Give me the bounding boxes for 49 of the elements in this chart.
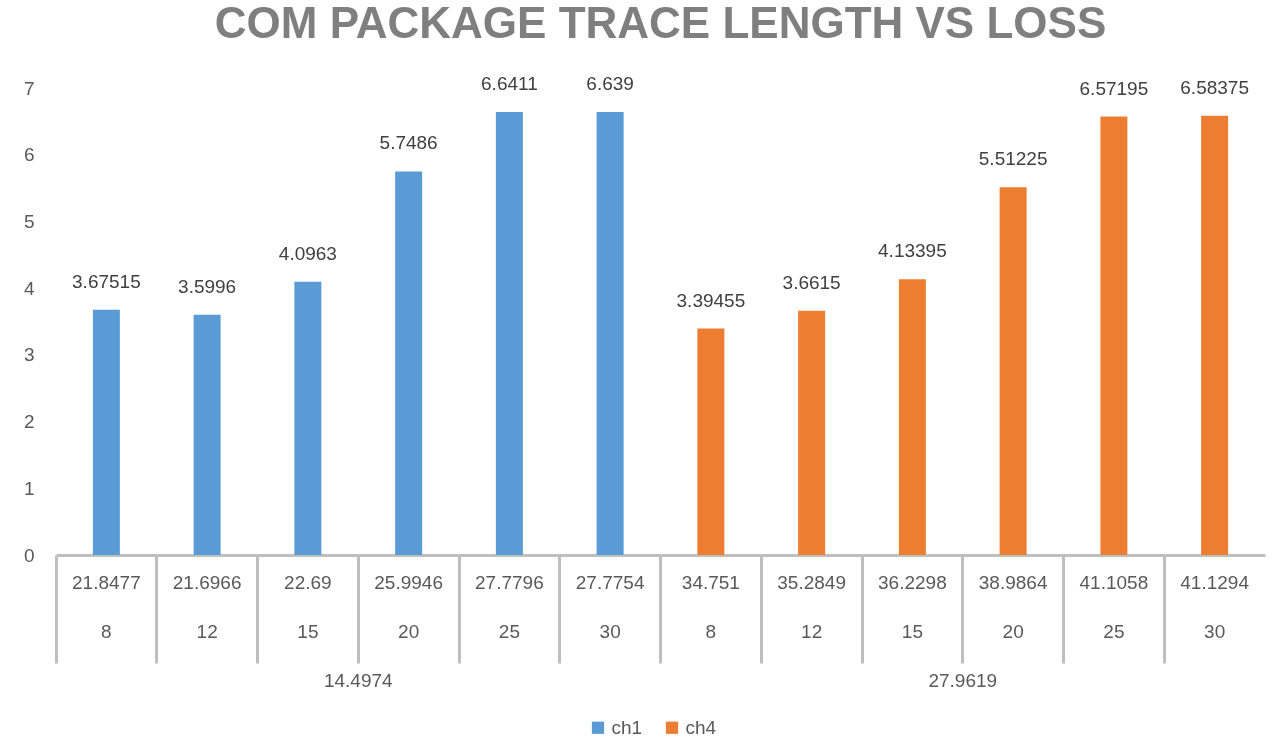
data-label: 4.0963 (278, 242, 337, 264)
category-label: 41.1294 30 (1180, 571, 1249, 642)
bar (596, 112, 624, 555)
data-label: 6.639 (586, 73, 634, 95)
category-label: 34.751 8 (681, 571, 740, 642)
data-label: 6.57195 (1079, 77, 1149, 99)
bar (697, 328, 725, 555)
category-label: 21.6966 12 (172, 571, 242, 642)
category-label: 35.2849 12 (777, 571, 846, 642)
data-label: 6.58375 (1180, 76, 1249, 98)
bar (395, 171, 423, 555)
bar (1201, 115, 1229, 555)
chart-title: COM PACKAGE TRACE LENGTH VS LOSS (214, 0, 1107, 47)
y-tick-label: 0 (23, 544, 35, 566)
y-tick-label: 7 (23, 77, 35, 99)
data-label: 5.7486 (379, 132, 438, 154)
bar (798, 310, 826, 555)
data-label: 3.6615 (782, 271, 841, 293)
legend-label: ch4 (685, 716, 717, 738)
bar (999, 187, 1027, 555)
category-label: 27.7754 30 (575, 571, 645, 642)
data-label: 4.13395 (878, 240, 947, 262)
y-tick-label: 1 (23, 477, 35, 499)
text: 14.4974 (323, 670, 394, 691)
category-label: 41.1058 25 (1079, 571, 1149, 642)
category-label: 38.9864 20 (978, 571, 1048, 642)
category-label: 36.2298 15 (878, 571, 947, 642)
category-label: 27.7796 25 (475, 571, 544, 642)
bar (1100, 116, 1128, 555)
category-label: 21.8477 8 (72, 571, 141, 642)
y-tick-label: 3 (23, 344, 35, 366)
text: 27.9619 (928, 670, 998, 691)
data-label: 3.39455 (676, 289, 746, 311)
y-tick-label: 5 (23, 210, 35, 232)
data-label: 3.5996 (178, 275, 237, 297)
category-label: 25.9946 20 (374, 571, 443, 642)
bar (294, 281, 322, 555)
bar (495, 111, 523, 555)
legend-label: ch1 (611, 716, 643, 738)
bar (898, 279, 926, 555)
y-tick-label: 6 (23, 144, 35, 166)
y-tick-label: 4 (23, 277, 35, 299)
bar (193, 314, 221, 555)
data-label: 5.51225 (978, 148, 1048, 170)
data-label: 6.6411 (481, 72, 538, 94)
y-tick-label: 2 (23, 411, 35, 433)
data-label: 3.67515 (72, 270, 141, 292)
bar (92, 309, 120, 555)
category-label: 22.69 15 (284, 571, 332, 642)
